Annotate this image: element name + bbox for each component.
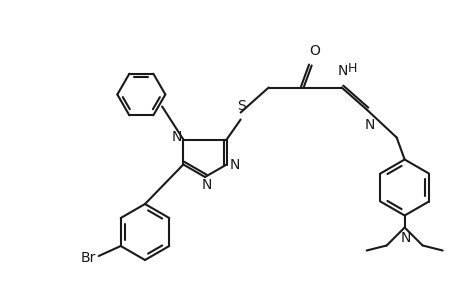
Text: O: O <box>308 44 319 58</box>
Text: H: H <box>347 61 357 74</box>
Text: Br: Br <box>81 251 96 265</box>
Text: N: N <box>364 118 374 131</box>
Text: S: S <box>237 98 246 112</box>
Text: N: N <box>400 230 410 244</box>
Text: N: N <box>229 158 239 172</box>
Text: N: N <box>202 178 212 192</box>
Text: N: N <box>337 64 347 77</box>
Text: N: N <box>171 130 181 143</box>
